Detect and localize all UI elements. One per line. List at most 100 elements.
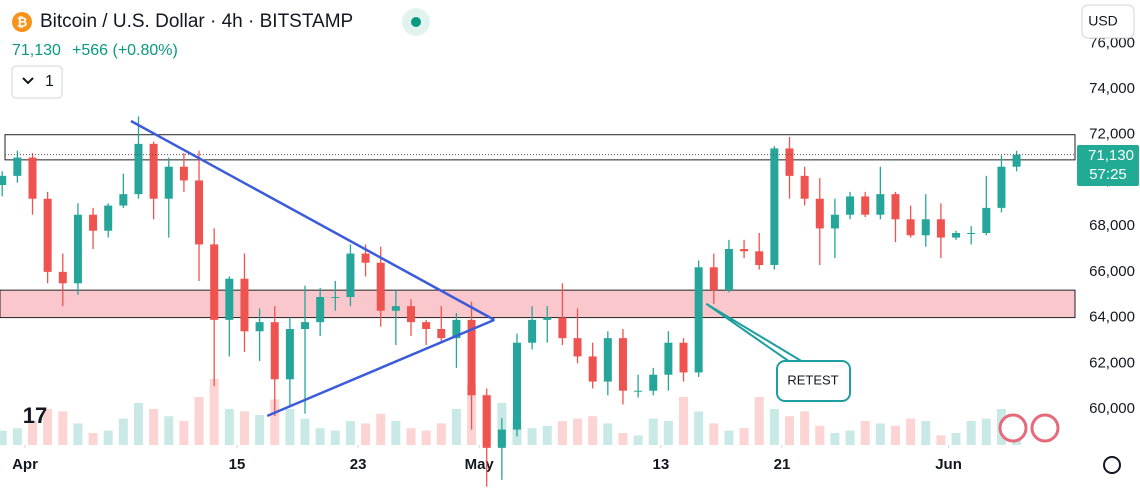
- volume-bar: [88, 433, 98, 445]
- volume-bar: [255, 415, 265, 445]
- price-tag: [1077, 145, 1139, 186]
- candle-body: [800, 175, 809, 199]
- settings-icon[interactable]: [1103, 456, 1121, 474]
- candle-body: [467, 319, 476, 396]
- candle-body: [679, 342, 688, 373]
- status-dot: [411, 17, 421, 27]
- volume-bar: [315, 428, 325, 445]
- candle-body: [724, 249, 733, 291]
- chart-title: Bitcoin / U.S. Dollar · 4h · BITSTAMP: [40, 11, 353, 32]
- candle-body: [543, 317, 552, 320]
- volume-bar: [376, 413, 386, 445]
- candle-body: [921, 219, 930, 236]
- candle-body: [104, 205, 113, 231]
- candle-body: [861, 196, 870, 215]
- candle-body: [497, 429, 506, 448]
- y-tick-label: 66,000: [1089, 263, 1135, 280]
- candle-body: [770, 148, 779, 266]
- event-flag[interactable]: [998, 413, 1028, 443]
- volume-bar: [542, 425, 552, 445]
- candle-body: [830, 214, 839, 229]
- volume-bar: [179, 421, 189, 445]
- volume-bar: [951, 433, 961, 445]
- volume-bar: [28, 421, 37, 445]
- x-tick-label: 15: [229, 456, 246, 473]
- x-tick-label: Apr: [12, 456, 38, 473]
- y-tick-label: 62,000: [1089, 354, 1135, 371]
- candle-body: [0, 175, 7, 186]
- y-tick-label: 68,000: [1089, 217, 1135, 234]
- candle-body: [603, 338, 612, 382]
- candle-body: [89, 214, 98, 231]
- candle-body: [634, 390, 643, 392]
- candle-body: [1012, 154, 1021, 167]
- candle-body: [43, 198, 52, 272]
- volume-bar: [421, 430, 431, 445]
- volume-bar: [58, 411, 68, 445]
- tv-logo: 17: [23, 403, 47, 428]
- candle-body: [134, 143, 143, 195]
- volume-bar: [785, 416, 794, 445]
- volume-bar: [739, 428, 749, 445]
- candle-body: [316, 297, 325, 323]
- volume-bar: [149, 409, 159, 445]
- y-tick-label: 60,000: [1089, 400, 1135, 417]
- volume-bar: [73, 423, 83, 445]
- candle-body: [331, 297, 340, 299]
- volume-bar: [300, 418, 310, 445]
- volume-bar: [936, 435, 946, 445]
- indicator-toggle[interactable]: [11, 65, 63, 99]
- volume-bar: [754, 397, 764, 445]
- volume-bar: [12, 428, 22, 445]
- volume-bar: [603, 423, 613, 445]
- price-change: +566 (+0.80%): [72, 42, 178, 59]
- volume-bar: [860, 421, 870, 445]
- candle-body: [270, 322, 279, 380]
- candle-body: [846, 196, 855, 215]
- candle-body: [876, 194, 885, 215]
- support-zone: [0, 289, 1076, 319]
- candle-body: [361, 253, 370, 263]
- x-tick-label: May: [465, 456, 495, 473]
- candle-body: [240, 278, 249, 332]
- volume-bar: [391, 421, 401, 445]
- volume-bar: [724, 430, 734, 445]
- volume-bar: [224, 409, 234, 445]
- volume-bar: [43, 409, 53, 445]
- candle-body: [755, 251, 764, 266]
- volume-bar: [981, 418, 991, 445]
- volume-bar: [648, 418, 658, 445]
- volume-bar: [875, 423, 885, 445]
- event-flag[interactable]: [1030, 413, 1060, 443]
- candle-body: [376, 262, 385, 311]
- volume-bar: [618, 433, 628, 445]
- currency: USD: [1088, 13, 1118, 29]
- candle-body: [952, 233, 961, 238]
- volume-bar: [573, 418, 583, 445]
- volume-bar: [906, 418, 916, 445]
- indicator-count: 1: [45, 73, 54, 90]
- volume-bar: [0, 430, 7, 445]
- volume-bar: [921, 421, 931, 445]
- candle-body: [149, 143, 158, 199]
- candle-body: [482, 395, 491, 448]
- candle-body: [891, 194, 900, 220]
- candle-body: [558, 317, 567, 339]
- candle-body: [528, 319, 537, 343]
- volume-bar: [406, 428, 416, 445]
- candle-body: [997, 166, 1006, 208]
- candle-body: [28, 157, 37, 199]
- x-tick-label: Jun: [935, 456, 962, 473]
- volume-bar: [436, 423, 446, 445]
- candle-body: [255, 322, 264, 332]
- currency-button[interactable]: [1081, 4, 1135, 39]
- volume-bar: [345, 421, 355, 445]
- triangle-line: [130, 119, 495, 321]
- candle-body: [195, 180, 204, 245]
- candle-body: [179, 166, 188, 181]
- candle-body: [906, 219, 915, 236]
- volume-bar: [966, 421, 976, 445]
- volume-bar: [679, 397, 689, 445]
- btc-icon: [12, 12, 32, 32]
